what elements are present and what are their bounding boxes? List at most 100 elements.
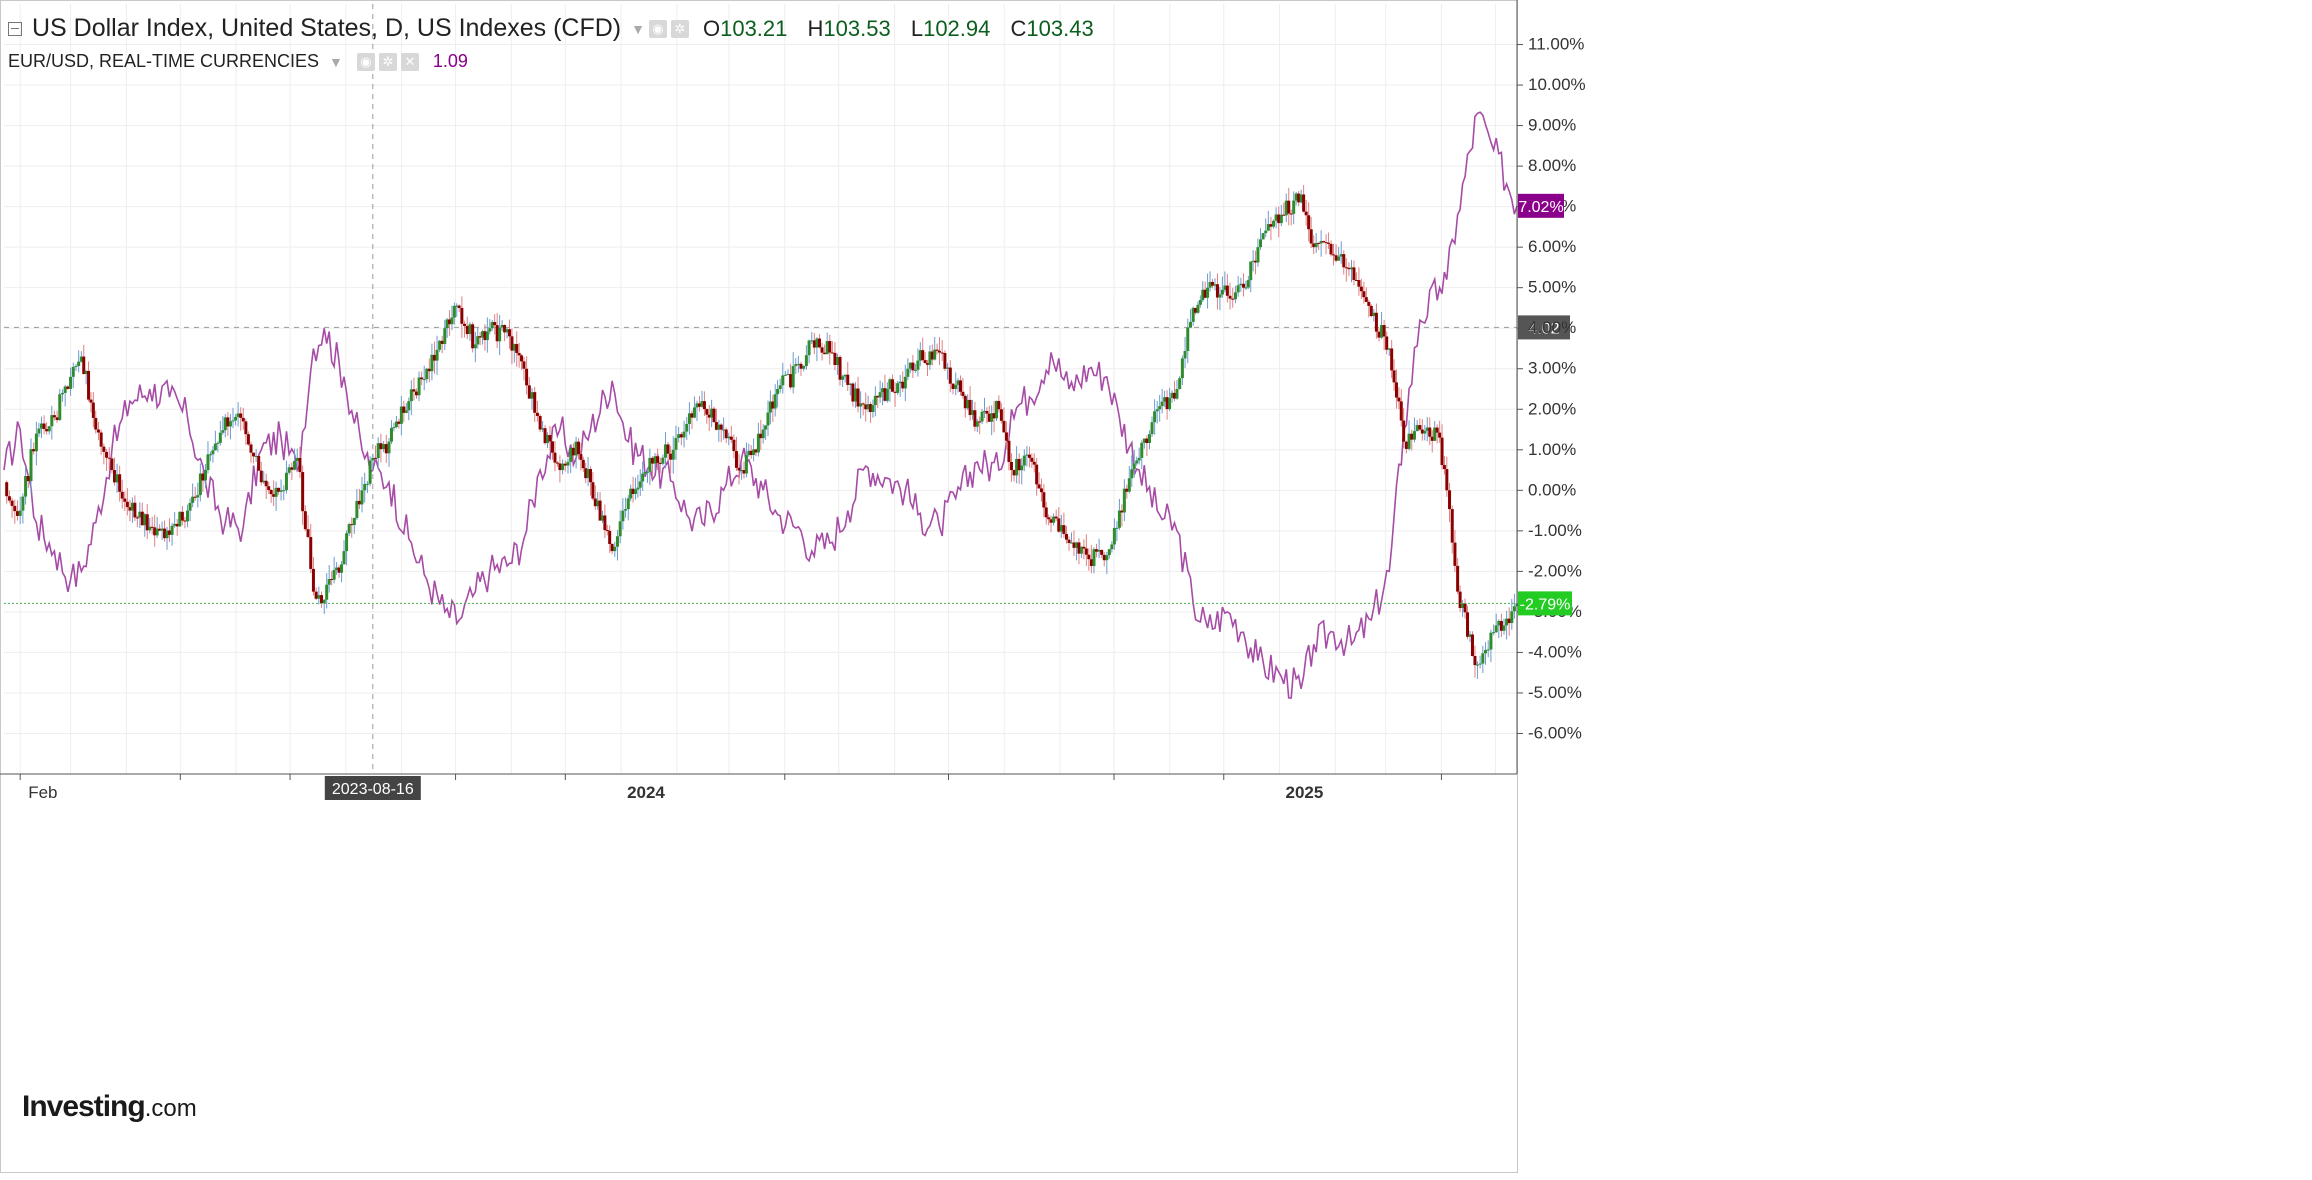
candle-body (239, 413, 243, 418)
candle-body (828, 341, 832, 353)
candle (987, 405, 991, 423)
candle-body (485, 331, 489, 341)
candle (1499, 613, 1503, 637)
candle-body (203, 470, 207, 481)
candle (714, 408, 718, 431)
candle-body (645, 471, 649, 473)
candle-body (138, 511, 142, 518)
candle (674, 425, 678, 460)
candle (1196, 301, 1200, 314)
candle (776, 379, 780, 408)
close-icon[interactable]: ✕ (400, 52, 419, 71)
candle-body (1039, 488, 1043, 493)
candle (1054, 509, 1058, 522)
candle (376, 437, 380, 469)
eurusd-last-value-label: 7.02% (1518, 199, 1563, 216)
candle-body (1092, 549, 1096, 567)
candle-body (1206, 287, 1210, 298)
candle-body (896, 383, 900, 393)
candle-body (958, 380, 962, 392)
chevron-down-icon[interactable]: ▼ (329, 53, 343, 70)
candle-body (766, 412, 770, 426)
candle (1354, 272, 1358, 281)
collapse-icon[interactable] (8, 21, 22, 36)
candle-body (1410, 433, 1414, 440)
candle (1372, 309, 1376, 322)
candle-body (512, 344, 516, 351)
candle (450, 305, 454, 331)
candle-body (427, 368, 431, 372)
candle-body (168, 530, 172, 535)
candle (463, 320, 467, 338)
candle (208, 451, 212, 462)
candle-body (561, 463, 565, 471)
candle (1211, 278, 1215, 289)
candle-body (193, 496, 197, 498)
candle (183, 516, 187, 529)
eye-icon[interactable]: ◉ (648, 19, 667, 38)
candle (648, 448, 652, 486)
candle-body (173, 523, 177, 526)
candle-body (710, 408, 714, 418)
candle (958, 375, 962, 396)
candle (985, 407, 989, 424)
candle-body (690, 413, 694, 418)
candle-body (226, 417, 230, 427)
candle-body (1438, 432, 1442, 438)
secondary-series-title[interactable]: EUR/USD, REAL-TIME CURRENCIES (8, 51, 320, 71)
primary-series-title[interactable]: US Dollar Index, United States, D, US In… (32, 14, 622, 42)
candle-body (1017, 458, 1021, 471)
candle-body (287, 467, 291, 473)
candle (729, 425, 733, 444)
candle (1218, 287, 1222, 311)
candle-body (1027, 454, 1031, 458)
candle (754, 448, 758, 457)
candle (1385, 331, 1389, 355)
candle (1430, 430, 1434, 453)
candle-body (624, 509, 628, 511)
candle (352, 517, 356, 534)
candle-body (1507, 618, 1511, 624)
candle (631, 476, 635, 503)
candle (498, 314, 502, 356)
candle-body (1269, 224, 1273, 227)
candle-body (626, 498, 630, 510)
candle (737, 453, 741, 485)
candle-body (320, 595, 324, 604)
candle (861, 402, 865, 416)
candle (306, 515, 310, 539)
gear-icon[interactable]: ✲ (670, 19, 689, 38)
candle (794, 357, 798, 374)
candle (163, 520, 167, 542)
candle-body (1142, 438, 1146, 443)
candle (1147, 430, 1151, 450)
candle-body (150, 526, 154, 528)
y-tick-label: 10.00% (1528, 75, 1586, 94)
candle (1064, 526, 1068, 544)
gear-icon[interactable]: ✲ (378, 52, 397, 71)
candle (1282, 202, 1286, 216)
candle (658, 457, 662, 474)
candle-body (615, 536, 619, 547)
candle (1329, 240, 1333, 257)
candle-body (311, 568, 315, 592)
candle-body (1137, 457, 1141, 461)
candle-body (118, 474, 122, 492)
candle (571, 443, 575, 463)
eye-icon[interactable]: ◉ (356, 52, 375, 71)
candle (69, 367, 73, 396)
chevron-down-icon[interactable]: ▼ (631, 20, 645, 37)
candle-body (82, 356, 86, 374)
candle-body (145, 514, 149, 531)
candle (1448, 482, 1452, 523)
candle (148, 517, 152, 534)
axis-layer: 11.00%10.00%9.00%8.00%7.00%6.00%5.00%4.0… (0, 0, 1586, 802)
candle-body (722, 429, 726, 431)
candle (866, 395, 870, 413)
candle (1473, 645, 1477, 678)
candle-body (1097, 549, 1101, 552)
candle-body (10, 500, 14, 506)
candle (843, 374, 847, 383)
